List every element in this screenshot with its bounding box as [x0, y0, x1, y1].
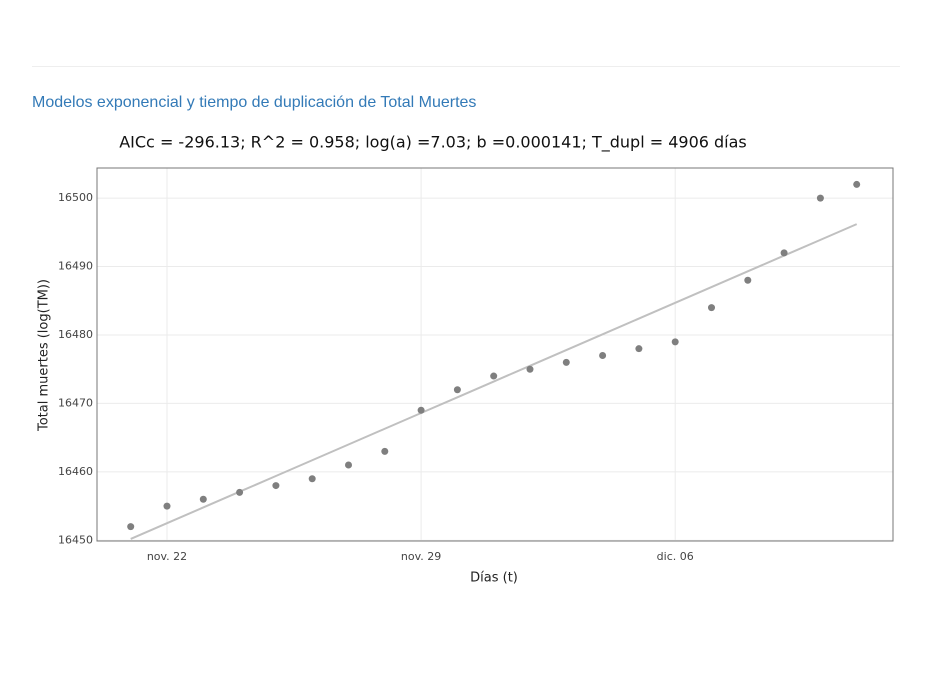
x-tick-label: nov. 29 [401, 550, 441, 563]
data-point [417, 406, 425, 414]
data-point [780, 249, 788, 257]
y-tick-label: 16460 [58, 465, 93, 478]
x-tick-label: dic. 06 [657, 550, 694, 563]
data-point [599, 352, 607, 360]
data-point [708, 304, 715, 312]
y-tick-label: 16490 [58, 260, 93, 273]
data-point [127, 523, 135, 531]
x-tick-label: nov. 22 [147, 550, 187, 563]
y-tick-label: 16450 [58, 533, 93, 546]
chart-title: AICc = -296.13; R^2 = 0.958; log(a) =7.0… [119, 133, 747, 153]
y-tick-label: 16480 [58, 328, 93, 341]
data-point [236, 488, 244, 496]
y-tick-label: 16500 [58, 191, 93, 204]
fit-line [130, 223, 858, 540]
data-point [744, 276, 752, 284]
data-point [490, 372, 498, 380]
data-point [853, 180, 861, 188]
data-point [671, 338, 679, 346]
data-point [562, 358, 570, 366]
data-point [816, 194, 824, 202]
data-point [526, 365, 534, 373]
y-axis-label: Total muertes (log(TM)) [37, 279, 52, 432]
data-point [163, 502, 171, 510]
x-axis-label: Días (t) [470, 571, 518, 586]
y-tick-label: 16470 [58, 396, 93, 409]
data-point [635, 345, 643, 353]
section-title: Modelos exponencial y tiempo de duplicac… [32, 94, 477, 111]
plot-frame [96, 167, 894, 542]
divider [32, 66, 900, 67]
data-point [272, 482, 280, 490]
data-point [199, 495, 207, 503]
data-point [308, 475, 316, 483]
data-point [381, 447, 389, 455]
data-point [345, 461, 352, 469]
data-point [453, 386, 461, 394]
